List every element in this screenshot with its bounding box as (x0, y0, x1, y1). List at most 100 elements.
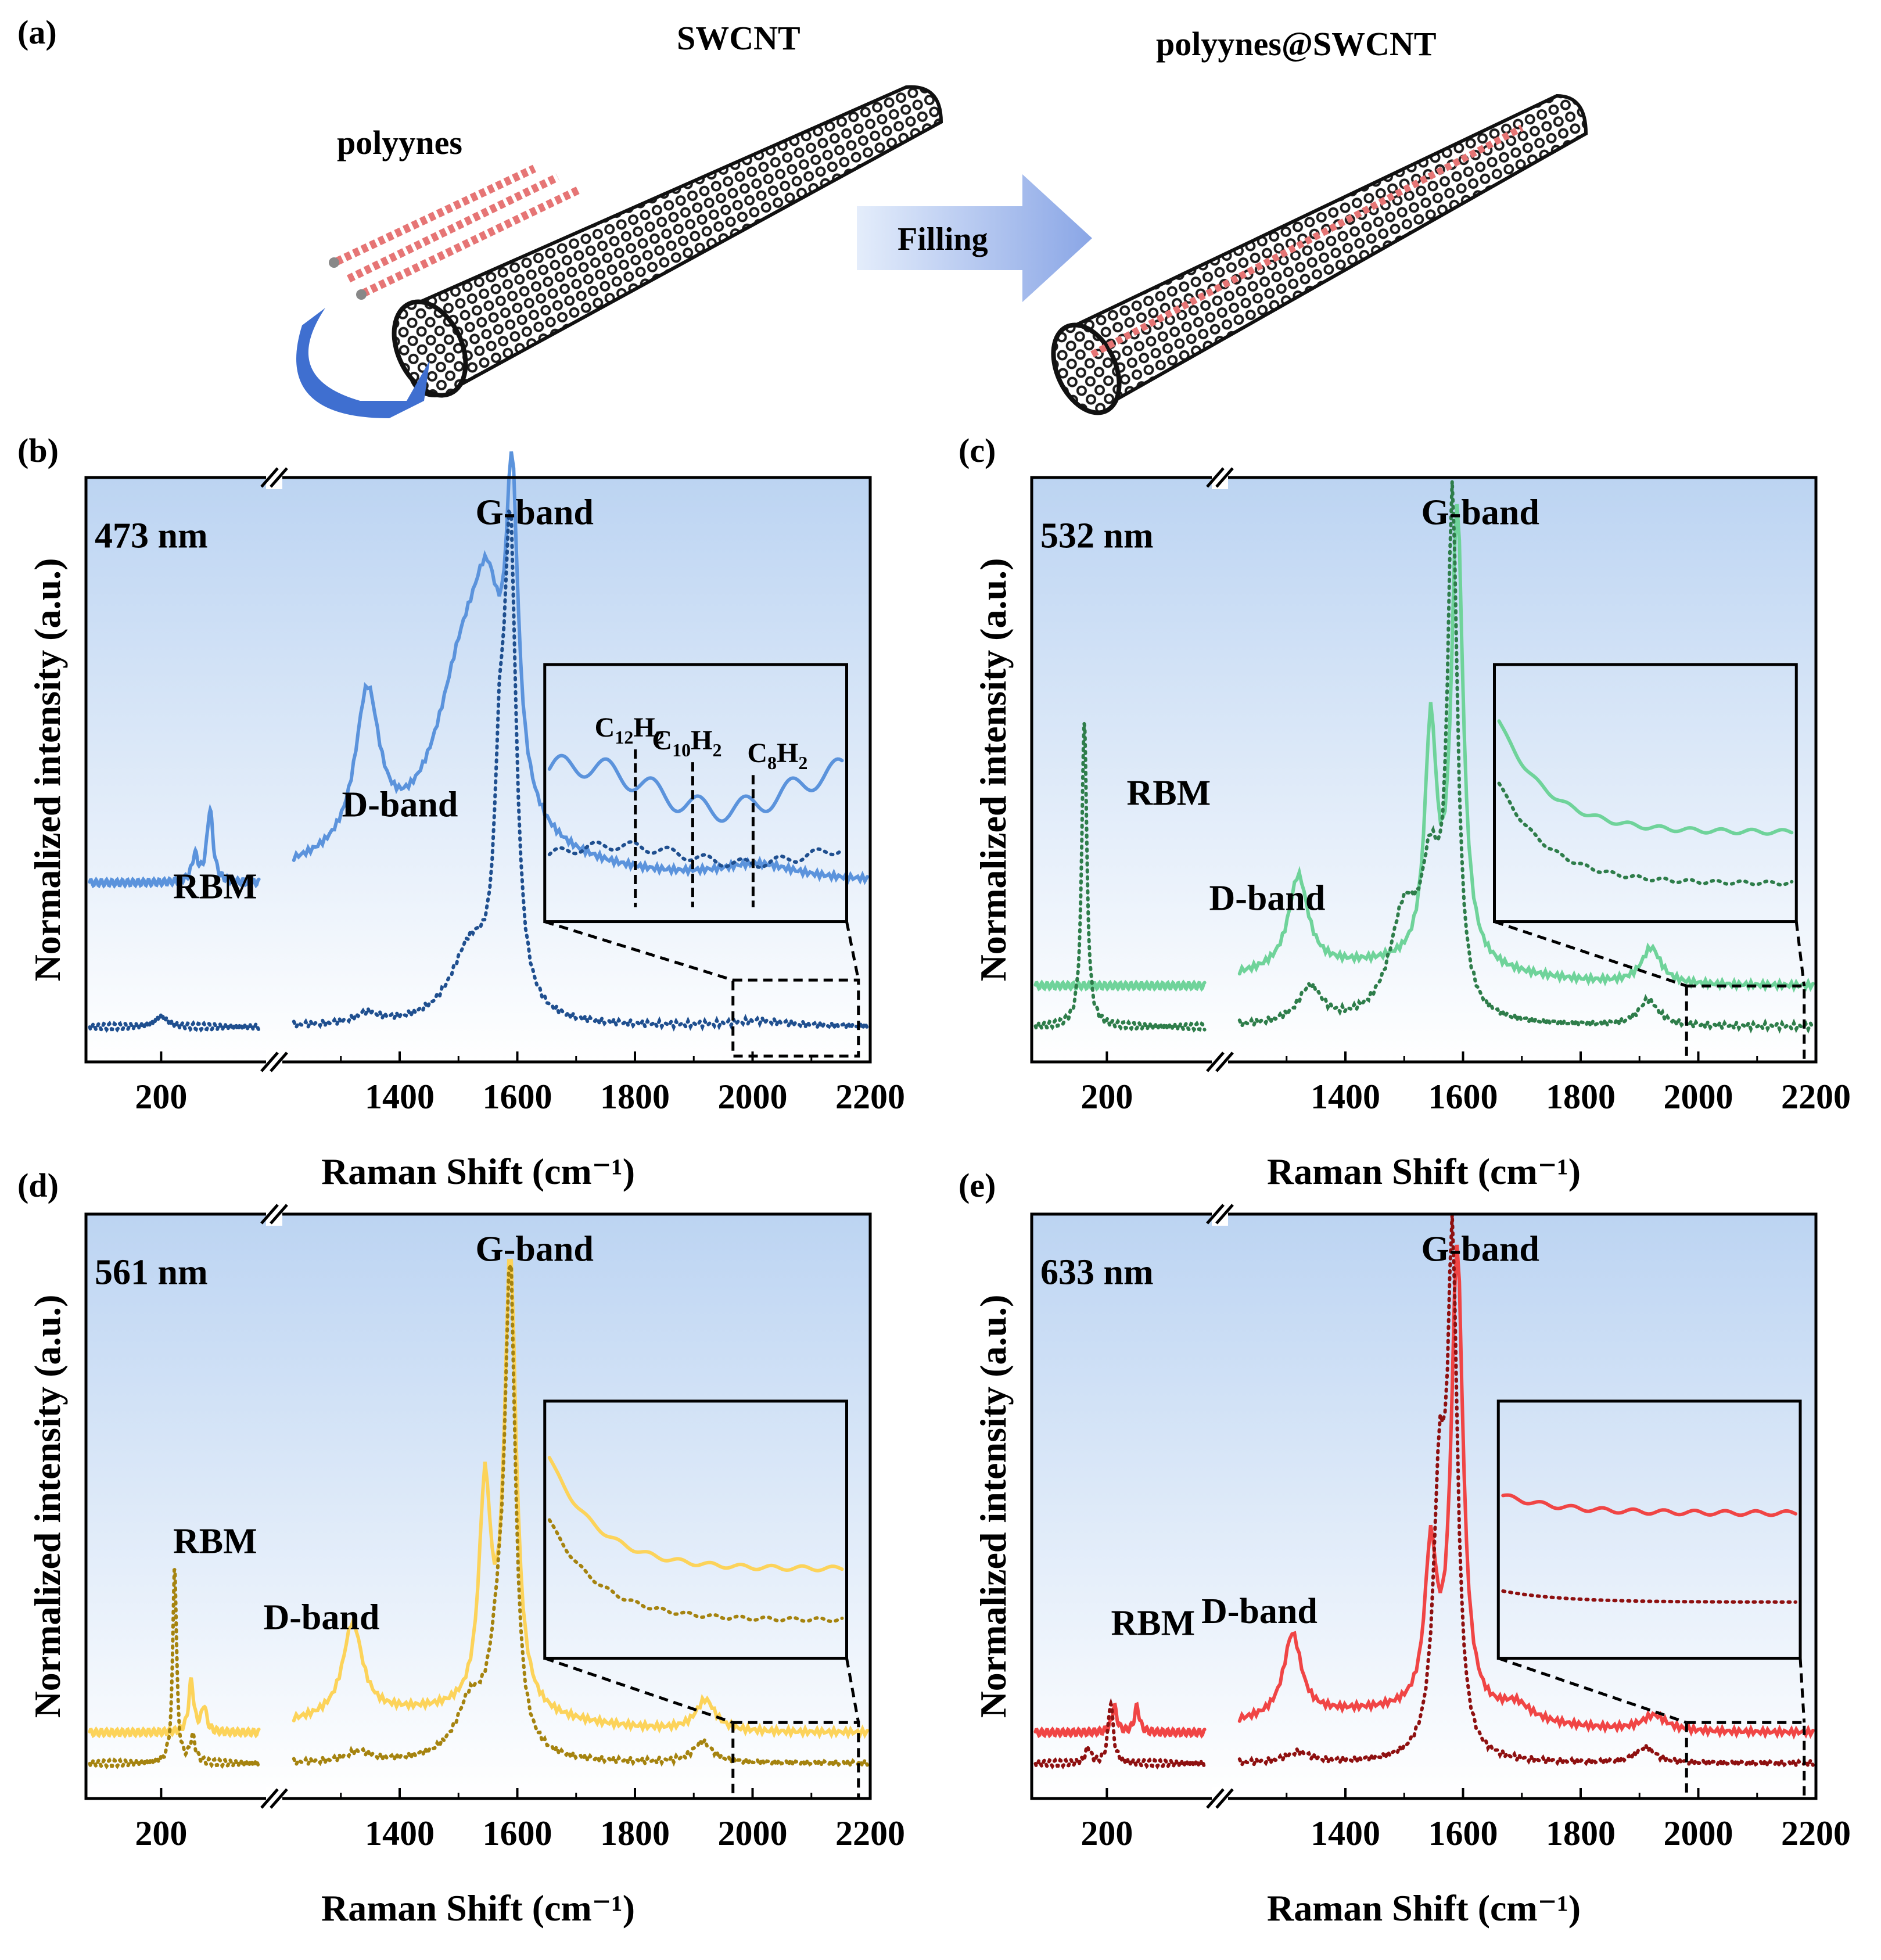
x-tick-label: 1800 (600, 1814, 670, 1853)
plot-frame (1030, 476, 1818, 1064)
zoom-connector-line (1494, 920, 1688, 988)
axis-break-mark (1206, 1051, 1225, 1072)
zoom-region-box (731, 978, 860, 1058)
zoom-region-box (1685, 1721, 1806, 1800)
x-tick-label: 2200 (1781, 1814, 1851, 1853)
axis-break-mark (1215, 1788, 1234, 1809)
x-tick-label: 1400 (365, 1814, 435, 1853)
axis-break-mark (260, 1204, 279, 1225)
x-tick-label: 2000 (718, 1814, 788, 1853)
series-polyynes-swcnt (1033, 1244, 1815, 1740)
zoom-connector-line (544, 1657, 734, 1724)
laser-wavelength-label: 561 nm (95, 1253, 208, 1293)
inset-label-element: H (633, 712, 655, 743)
panel-label: (c) (959, 432, 996, 469)
x-tick-label: 200 (135, 1078, 187, 1116)
x-tick-label: 1800 (1546, 1078, 1616, 1116)
inset-frame (1496, 1399, 1802, 1660)
series-line-segment-rbm (88, 1677, 261, 1739)
inset-curves (1501, 1493, 1797, 1604)
axis-break-mark (1215, 1204, 1234, 1225)
y-axis-label: Normalized intensity (a.u.) (27, 558, 68, 982)
axis-break-mark (270, 467, 288, 488)
series-swcnt (1033, 481, 1815, 1034)
axis-break-mark (270, 1051, 288, 1072)
x-tick-label: 1400 (1311, 1814, 1380, 1853)
x-axis-label: Raman Shift (cm⁻¹) (321, 1887, 635, 1929)
laser-wavelength-label: 532 nm (1040, 516, 1154, 556)
x-tick-label: 1400 (1311, 1078, 1380, 1116)
series-line-segment-rbm (1033, 1701, 1207, 1739)
y-axis-label: Normalized intensity (a.u.) (972, 558, 1014, 982)
inset-series-line (547, 840, 844, 870)
series-swcnt (88, 1259, 869, 1771)
zoom-connector-line (845, 921, 860, 981)
x-tick-label: 2000 (1664, 1814, 1733, 1853)
inset-series-line (547, 753, 844, 823)
axis-break-mark (1206, 1204, 1225, 1225)
inset-label-subscript: 2 (712, 740, 721, 760)
x-tick-label: 200 (1081, 1078, 1133, 1116)
dband-label: D-band (342, 785, 458, 824)
inset-label-subscript: 8 (767, 752, 777, 773)
panel-label: (e) (959, 1166, 996, 1204)
filling-label: Filling (898, 221, 988, 257)
inset-series-line (1501, 1589, 1797, 1604)
result-label: polyynes@SWCNT (1156, 25, 1437, 63)
axis-break-mark (260, 1788, 279, 1809)
series-line-segment-rbm (88, 1010, 261, 1033)
series-line-segment-main (292, 1259, 869, 1771)
dband-label: D-band (264, 1598, 380, 1637)
insertion-arrow-icon (296, 308, 430, 418)
series-line-segment-main (1237, 504, 1815, 993)
swcnt-label: SWCNT (677, 19, 800, 57)
x-tick-label: 1600 (1428, 1078, 1498, 1116)
y-axis-label: Normalized intensity (a.u.) (27, 1295, 68, 1718)
x-axis-label: Raman Shift (cm⁻¹) (1267, 1151, 1581, 1192)
series-polyynes-swcnt (88, 1258, 869, 1740)
panel-label: (b) (17, 432, 59, 469)
dband-label: D-band (1201, 1592, 1318, 1631)
chart-panel-d: (d) 200 1400 1600 1800 2000 2200 Raman Shift (c… (17, 1166, 905, 1929)
chart-panel-c: (c) 200 1400 1600 1800 2000 2200 Raman Shift (c… (959, 432, 1851, 1192)
axis-break-mark (1215, 1051, 1234, 1072)
x-axis-label: Raman Shift (cm⁻¹) (321, 1151, 635, 1192)
series-line-segment-rbm (1033, 1697, 1207, 1770)
axis-break-mark (260, 467, 279, 488)
inset-curves (547, 753, 844, 870)
series-line-segment-main (1237, 481, 1815, 1034)
series-line-segment-main (292, 505, 869, 1033)
x-tick-label: 200 (135, 1814, 187, 1853)
polyynes-label: polyynes (337, 124, 462, 161)
inset-series-line (547, 1518, 844, 1624)
rbm-label: RBM (173, 1521, 257, 1561)
x-tick-label: 2200 (835, 1078, 905, 1116)
zoom-region-box (1685, 984, 1806, 1064)
axis-break-mark (1206, 467, 1225, 488)
gband-label: G-band (476, 1229, 594, 1269)
laser-wavelength-label: 473 nm (95, 516, 208, 556)
y-axis-label: Normalized intensity (a.u.) (972, 1295, 1014, 1718)
series-line-segment-main (1237, 1214, 1815, 1771)
x-tick-label: 200 (1081, 1814, 1133, 1853)
inset-label-element: C (747, 738, 767, 769)
panel-a-illustration: (a) SWCNT polyynes polyynes@SWCNT Fillin… (17, 13, 1588, 418)
series-line-segment-main (292, 1258, 869, 1740)
series-line-segment-rbm (88, 803, 261, 889)
series-line-segment-rbm (1033, 979, 1207, 992)
gband-label: G-band (1421, 1229, 1539, 1269)
polyynes-swcnt-tube (1051, 94, 1588, 415)
inset-label-element: H (777, 738, 798, 769)
zoom-connector-line (845, 1658, 860, 1723)
inset-peak-label: C12H2 (595, 712, 665, 748)
inset-frame (543, 663, 848, 924)
series-swcnt (1033, 1214, 1815, 1771)
axis-break-mark (270, 1204, 288, 1225)
plot-background (86, 1214, 870, 1799)
swcnt-tube-left (392, 85, 943, 398)
inset-series-line (1501, 1493, 1797, 1517)
x-tick-label: 1400 (365, 1078, 435, 1116)
panel-a-label: (a) (17, 13, 57, 51)
chart-panel-b: (b) 200 1400 1600 1800 2000 2200 Raman Shift (c… (17, 432, 905, 1192)
